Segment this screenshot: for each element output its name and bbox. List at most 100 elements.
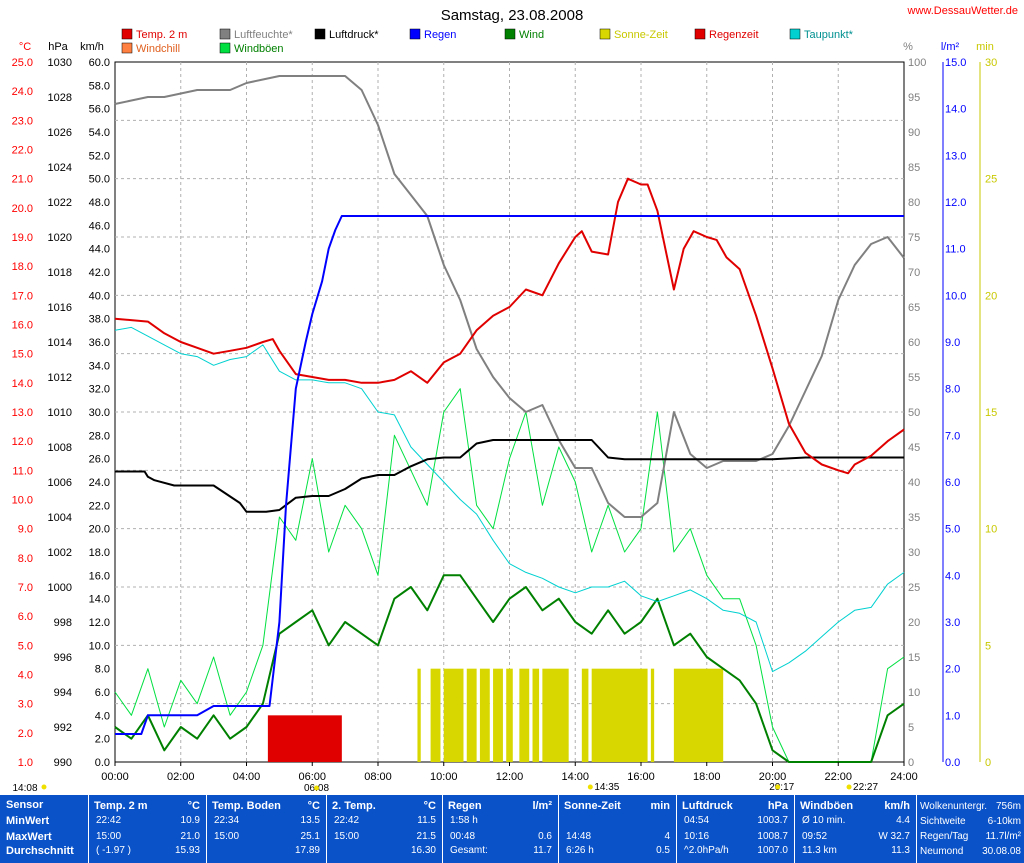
humidity-tick-label: 55 — [908, 372, 920, 384]
pressure-tick-label: 996 — [54, 652, 72, 664]
x-tick-label: 04:00 — [233, 771, 261, 783]
stats-cell-value: 10.9 — [180, 815, 200, 826]
rain-tick-label: 1.0 — [945, 710, 960, 722]
stats-cell-time: Gesamt: — [450, 845, 488, 856]
temp-tick-label: 16.0 — [12, 320, 33, 332]
wind-tick-label: 12.0 — [89, 617, 110, 629]
rain-time-bar — [267, 715, 342, 762]
wind-tick-label: 10.0 — [89, 640, 110, 652]
axis-unit-humidity: % — [903, 41, 913, 53]
temp-tick-label: 14.0 — [12, 378, 33, 390]
humidity-tick-label: 100 — [908, 57, 926, 69]
legend: Temp. 2 m Windchill Luftfeuchte* Windböen Lu… — [121, 28, 854, 55]
sun-time-bar — [591, 668, 648, 762]
x-tick-label: 18:00 — [693, 771, 721, 783]
series-luftdruck-line — [115, 439, 904, 513]
stats-cell-time: ^2.0hPa/h — [684, 845, 729, 856]
wind-tick-label: 18.0 — [89, 547, 110, 559]
temp-tick-label: 5.0 — [18, 640, 33, 652]
y-axes: 25.0 24.0 23.0 22.0 21.0 20.0 19.0 18.0 17.0 16.0… — [12, 57, 998, 769]
pressure-tick-label: 1004 — [48, 512, 72, 524]
sun-time-bar — [479, 668, 490, 762]
wind-tick-label: 6.0 — [95, 687, 110, 699]
stats-cell-value: 21.0 — [180, 831, 200, 842]
stats-column-title: Windböen — [800, 800, 854, 812]
axis-unit-rain: l/m² — [941, 41, 960, 53]
stats-cell-time: 15:00 — [96, 831, 122, 842]
stats-row-label: Durchschnitt — [6, 845, 74, 857]
sun-tick-label: 15 — [985, 407, 997, 419]
series-windb-en-line — [114, 388, 905, 763]
stats-cell-value: 16.30 — [410, 845, 436, 856]
sun-time-bar — [519, 668, 530, 762]
stats-cell-value: 1008.7 — [757, 831, 788, 842]
humidity-tick-label: 90 — [908, 127, 920, 139]
time-marker-label: 14:35 — [594, 782, 619, 793]
legend-label: Luftdruck* — [329, 29, 379, 41]
temp-tick-label: 23.0 — [12, 115, 33, 127]
sun-tick-label: 20 — [985, 290, 997, 302]
stats-cell-value: 11.3 — [891, 845, 910, 856]
pressure-tick-label: 1028 — [48, 92, 72, 104]
temp-tick-label: 4.0 — [18, 670, 33, 682]
temp-tick-label: 19.0 — [12, 232, 33, 244]
wind-tick-label: 40.0 — [89, 290, 110, 302]
sun-marker-icon — [41, 784, 47, 790]
legend-swatch — [789, 28, 801, 40]
stats-extra-label: Regen/Tag — [920, 831, 969, 842]
temp-tick-label: 3.0 — [18, 699, 33, 711]
legend-swatch — [504, 28, 516, 40]
stats-cell-time: 11.3 km — [802, 845, 837, 856]
rain-tick-label: 13.0 — [945, 150, 966, 162]
wind-tick-label: 48.0 — [89, 197, 110, 209]
rain-tick-label: 4.0 — [945, 570, 960, 582]
sun-tick-label: 5 — [985, 640, 991, 652]
wind-tick-label: 30.0 — [89, 407, 110, 419]
series-wind-line — [114, 574, 905, 763]
stats-cell-time: 1:58 h — [450, 815, 478, 826]
stats-cell-value: 1007.0 — [757, 845, 788, 856]
wind-tick-label: 28.0 — [89, 430, 110, 442]
time-marker-label: 14:08 — [12, 783, 37, 794]
site-link[interactable]: www.DessauWetter.de — [907, 5, 1018, 17]
stats-cell-time: 6:26 h — [566, 845, 594, 856]
legend-label: Regen — [424, 29, 456, 41]
sun-time-bar — [581, 668, 589, 762]
time-marker-label: 20:17 — [769, 782, 794, 793]
stats-cell-value: 25.1 — [300, 831, 320, 842]
temp-tick-label: 25.0 — [12, 57, 33, 69]
rain-tick-label: 10.0 — [945, 290, 966, 302]
stats-column: Regen l/m² 1:58 h 00:48 0.6 Gesamt: 11.7 — [442, 795, 559, 863]
temp-tick-label: 17.0 — [12, 290, 33, 302]
x-tick-label: 16:00 — [627, 771, 655, 783]
rain-tick-label: 11.0 — [945, 244, 966, 256]
humidity-tick-label: 85 — [908, 162, 920, 174]
wind-tick-label: 16.0 — [89, 570, 110, 582]
pressure-tick-label: 998 — [54, 617, 72, 629]
temp-tick-label: 20.0 — [12, 203, 33, 215]
stats-column-unit: min — [650, 800, 670, 812]
legend-label: Wind — [519, 29, 544, 41]
temp-tick-label: 8.0 — [18, 553, 33, 565]
humidity-tick-label: 40 — [908, 477, 920, 489]
temp-tick-label: 1.0 — [18, 757, 33, 769]
time-marker-label: 22:27 — [853, 782, 878, 793]
rain-tick-label: 7.0 — [945, 430, 960, 442]
stats-panel: Sensor MinWert MaxWert Durchschnitt Temp. 2 … — [0, 795, 1024, 863]
wind-tick-label: 58.0 — [89, 80, 110, 92]
stats-cell-time: 10:16 — [684, 831, 710, 842]
x-tick-label: 06:00 — [298, 771, 326, 783]
stats-cell-value: W 32.7 — [878, 831, 910, 842]
wind-tick-label: 22.0 — [89, 500, 110, 512]
pressure-tick-label: 1012 — [48, 372, 72, 384]
wind-tick-label: 50.0 — [89, 174, 110, 186]
wind-tick-label: 42.0 — [89, 267, 110, 279]
temp-tick-label: 10.0 — [12, 495, 33, 507]
humidity-tick-label: 5 — [908, 722, 914, 734]
rain-tick-label: 3.0 — [945, 617, 960, 629]
stats-cell-time: Ø 10 min. — [802, 815, 846, 826]
humidity-tick-label: 50 — [908, 407, 920, 419]
rain-tick-label: 15.0 — [945, 57, 966, 69]
humidity-tick-label: 30 — [908, 547, 920, 559]
wind-tick-label: 52.0 — [89, 150, 110, 162]
